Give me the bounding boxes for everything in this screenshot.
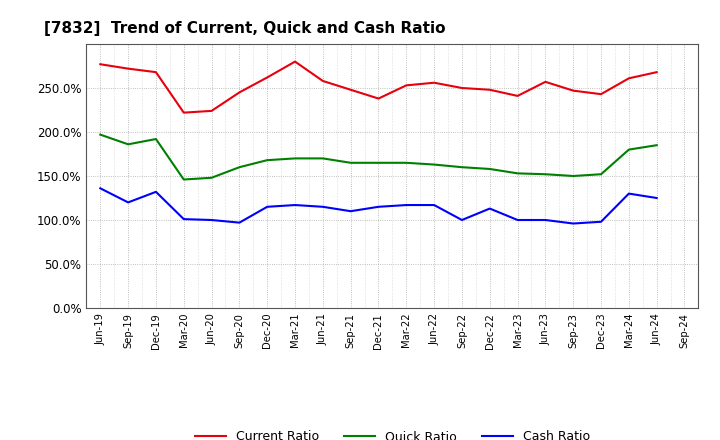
Quick Ratio	[402, 160, 410, 165]
Cash Ratio	[124, 200, 132, 205]
Quick Ratio	[569, 173, 577, 179]
Cash Ratio	[291, 202, 300, 208]
Quick Ratio	[485, 166, 494, 172]
Cash Ratio	[597, 219, 606, 224]
Cash Ratio	[485, 206, 494, 211]
Current Ratio	[569, 88, 577, 93]
Quick Ratio	[291, 156, 300, 161]
Cash Ratio	[179, 216, 188, 222]
Cash Ratio	[458, 217, 467, 223]
Cash Ratio	[569, 221, 577, 226]
Current Ratio	[430, 80, 438, 85]
Line: Current Ratio: Current Ratio	[100, 62, 657, 113]
Line: Cash Ratio: Cash Ratio	[100, 188, 657, 224]
Current Ratio	[346, 87, 355, 92]
Quick Ratio	[263, 158, 271, 163]
Current Ratio	[652, 70, 661, 75]
Cash Ratio	[152, 189, 161, 194]
Quick Ratio	[96, 132, 104, 137]
Quick Ratio	[318, 156, 327, 161]
Current Ratio	[263, 75, 271, 80]
Current Ratio	[485, 87, 494, 92]
Current Ratio	[207, 108, 216, 114]
Quick Ratio	[124, 142, 132, 147]
Current Ratio	[513, 93, 522, 99]
Current Ratio	[318, 78, 327, 84]
Cash Ratio	[96, 186, 104, 191]
Cash Ratio	[513, 217, 522, 223]
Current Ratio	[291, 59, 300, 64]
Quick Ratio	[458, 165, 467, 170]
Legend: Current Ratio, Quick Ratio, Cash Ratio: Current Ratio, Quick Ratio, Cash Ratio	[189, 425, 595, 440]
Cash Ratio	[207, 217, 216, 223]
Quick Ratio	[207, 175, 216, 180]
Current Ratio	[624, 76, 633, 81]
Cash Ratio	[346, 209, 355, 214]
Quick Ratio	[513, 171, 522, 176]
Current Ratio	[541, 79, 550, 84]
Quick Ratio	[652, 143, 661, 148]
Quick Ratio	[346, 160, 355, 165]
Quick Ratio	[152, 136, 161, 142]
Current Ratio	[402, 83, 410, 88]
Line: Quick Ratio: Quick Ratio	[100, 135, 657, 180]
Cash Ratio	[318, 204, 327, 209]
Current Ratio	[96, 62, 104, 67]
Current Ratio	[374, 96, 383, 101]
Current Ratio	[597, 92, 606, 97]
Current Ratio	[235, 90, 243, 95]
Cash Ratio	[541, 217, 550, 223]
Quick Ratio	[597, 172, 606, 177]
Cash Ratio	[652, 195, 661, 201]
Quick Ratio	[430, 162, 438, 167]
Quick Ratio	[179, 177, 188, 182]
Quick Ratio	[235, 165, 243, 170]
Cash Ratio	[263, 204, 271, 209]
Cash Ratio	[402, 202, 410, 208]
Current Ratio	[179, 110, 188, 115]
Cash Ratio	[430, 202, 438, 208]
Cash Ratio	[624, 191, 633, 196]
Current Ratio	[152, 70, 161, 75]
Cash Ratio	[235, 220, 243, 225]
Quick Ratio	[624, 147, 633, 152]
Current Ratio	[124, 66, 132, 71]
Text: [7832]  Trend of Current, Quick and Cash Ratio: [7832] Trend of Current, Quick and Cash …	[43, 21, 445, 36]
Cash Ratio	[374, 204, 383, 209]
Current Ratio	[458, 85, 467, 91]
Quick Ratio	[374, 160, 383, 165]
Quick Ratio	[541, 172, 550, 177]
